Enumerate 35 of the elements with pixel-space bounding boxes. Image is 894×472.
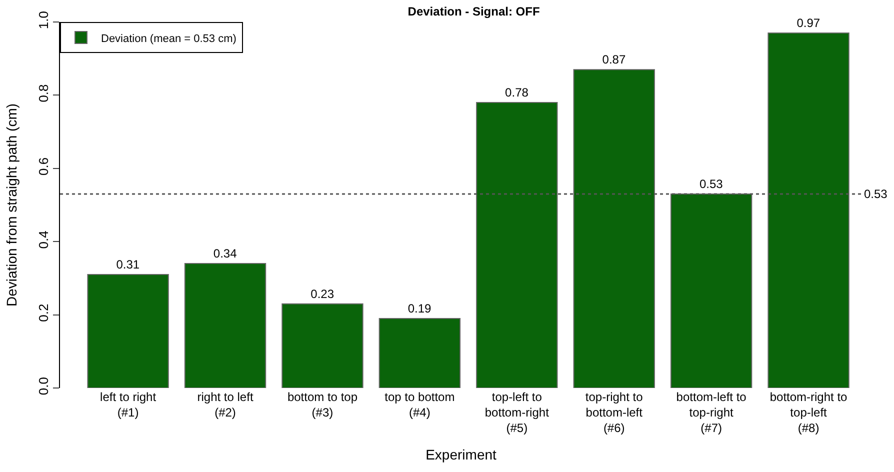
y-tick-label: 1.0 xyxy=(36,11,51,30)
y-axis-title: Deviation from straight path (cm) xyxy=(3,103,20,307)
y-tick-label: 0.0 xyxy=(36,377,51,396)
data-label: 0.53 xyxy=(699,177,724,192)
data-label: 0.97 xyxy=(796,16,820,30)
x-tick-label: top-right to bottom-left (#6) xyxy=(585,390,644,436)
bar xyxy=(378,318,461,388)
data-label: 0.19 xyxy=(408,301,432,316)
bar xyxy=(282,303,364,388)
data-label: 0.31 xyxy=(116,258,140,272)
y-tick-label: 0.2 xyxy=(36,304,51,322)
legend-label: Deviation (mean = 0.53 cm) xyxy=(101,32,236,45)
bar xyxy=(476,102,558,388)
x-tick-label: top-left to bottom-right (#5) xyxy=(484,390,550,436)
data-label: 0.87 xyxy=(602,52,626,67)
data-label: 0.78 xyxy=(505,86,529,100)
chart-title: Deviation - Signal: OFF xyxy=(408,4,540,18)
ref-line-label: 0.53 xyxy=(864,187,888,201)
y-tick-label: 0.8 xyxy=(36,84,51,102)
bar xyxy=(184,263,266,388)
x-tick-label: right to left (#2) xyxy=(197,390,254,420)
bar xyxy=(670,194,752,388)
x-tick-label: top to bottom (#4) xyxy=(384,390,455,420)
bar xyxy=(87,274,169,388)
x-axis-title: Experiment xyxy=(426,446,497,462)
x-tick-label: bottom to top (#3) xyxy=(287,390,358,420)
bar xyxy=(768,32,850,388)
data-label: 0.23 xyxy=(310,286,334,301)
data-label: 0.34 xyxy=(213,246,238,261)
x-tick-label: left to right (#1) xyxy=(100,390,157,420)
bar xyxy=(573,69,655,388)
y-tick-label: 0.6 xyxy=(36,157,51,176)
x-tick-label: bottom-right to top-left (#8) xyxy=(770,390,848,436)
x-tick-label: bottom-left to top-right (#7) xyxy=(676,390,747,436)
y-tick-label: 0.4 xyxy=(36,230,51,249)
